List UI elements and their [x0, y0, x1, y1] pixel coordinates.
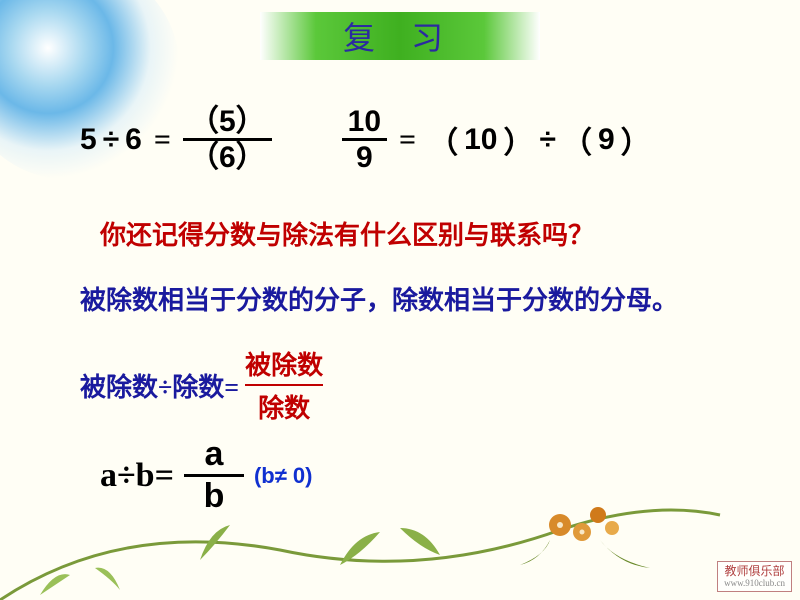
watermark: 教师俱乐部 www.910club.cn — [717, 561, 792, 592]
eq2-a: 10 — [464, 123, 497, 157]
rparen: ） — [236, 141, 266, 174]
eq1-fraction: （5） （6） — [183, 105, 272, 174]
eq1-numerator: （5） — [183, 105, 272, 138]
lparen: （ — [562, 118, 592, 162]
formula2-fraction: a b — [184, 435, 244, 516]
eq2-b: 9 — [598, 123, 615, 157]
equation-2: 10 9 = （10） ÷ （9） — [342, 105, 651, 174]
formula1-num: 被除数 — [245, 345, 323, 382]
formula2-den: b — [204, 477, 225, 516]
lparen: （ — [428, 118, 458, 162]
eq1-equals: = — [154, 123, 171, 157]
formula2-condition: (b≠ 0) — [254, 463, 313, 489]
eq1-den-val: 6 — [219, 141, 236, 174]
answer-line: 被除数相当于分数的分子，除数相当于分数的分母。 — [80, 280, 678, 317]
eq1-lhs-b: 6 — [125, 123, 142, 157]
lparen: （ — [189, 105, 219, 138]
eq2-equals: = — [399, 123, 416, 157]
formula1-den: 除数 — [258, 388, 310, 425]
fraction-bar — [245, 384, 323, 386]
watermark-main: 教师俱乐部 — [724, 564, 785, 578]
formula2-lhs: a÷b= — [100, 457, 174, 495]
lparen: （ — [189, 141, 219, 174]
rparen: ） — [236, 105, 266, 138]
question-line: 你还记得分数与除法有什么区别与联系吗？ — [100, 215, 594, 252]
eq2-op: ÷ — [540, 123, 556, 157]
formula-algebraic: a÷b= a b (b≠ 0) — [100, 435, 312, 516]
eq1-num-val: 5 — [219, 105, 236, 138]
rparen: ） — [504, 118, 534, 162]
eq1-denominator: （6） — [183, 141, 272, 174]
eq2-denominator: 9 — [350, 141, 379, 174]
rparen: ） — [621, 118, 651, 162]
eq2-numerator: 10 — [342, 105, 387, 138]
eq1-op: ÷ — [103, 123, 119, 157]
eq2-fraction: 10 9 — [342, 105, 387, 174]
formula1-fraction: 被除数 除数 — [245, 345, 323, 425]
watermark-sub: www.910club.cn — [724, 578, 785, 589]
formula2-num: a — [204, 435, 223, 474]
eq1-lhs-a: 5 — [80, 123, 97, 157]
equation-row: 5 ÷ 6 = （5） （6） 10 9 = （10） ÷ （9） — [80, 105, 720, 174]
formula-chinese: 被除数÷除数= 被除数 除数 — [80, 345, 323, 425]
title-banner: 复 习 — [260, 12, 540, 60]
equation-1: 5 ÷ 6 = （5） （6） — [80, 105, 272, 174]
formula1-lhs: 被除数÷除数= — [80, 367, 239, 404]
title-text: 复 习 — [343, 13, 457, 59]
